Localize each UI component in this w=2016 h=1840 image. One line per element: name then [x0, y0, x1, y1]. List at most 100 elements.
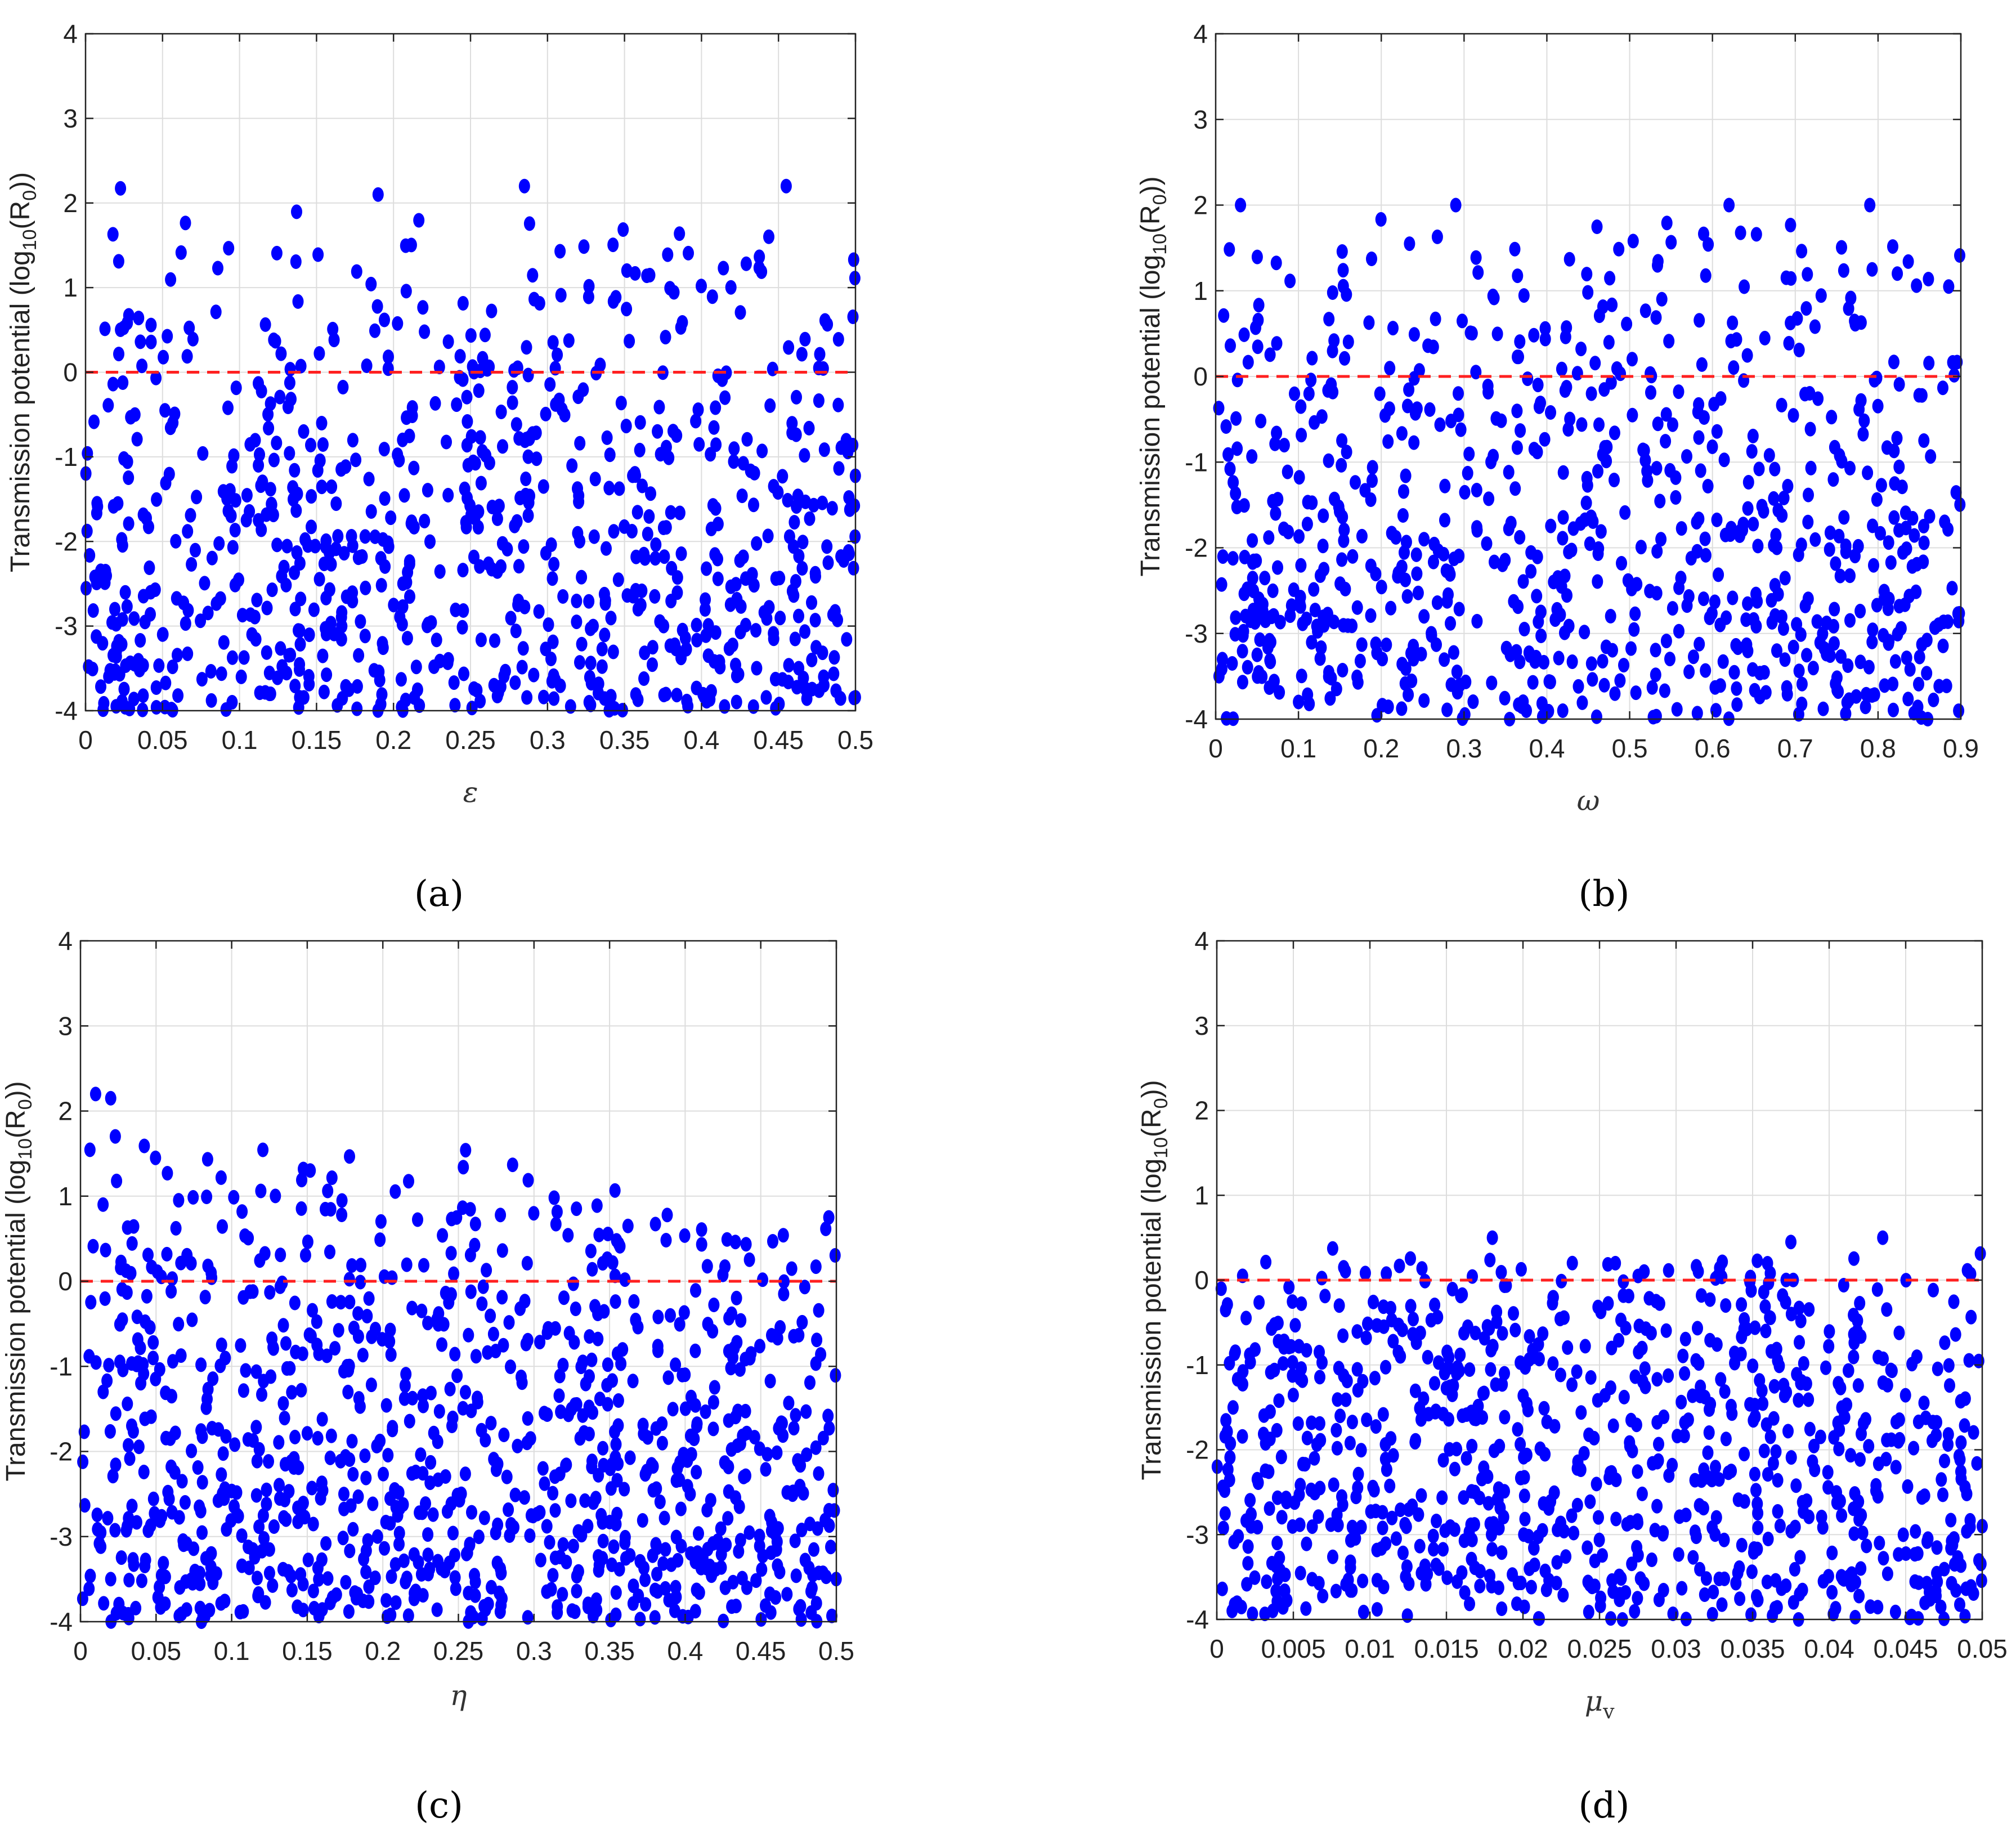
scatter-point — [741, 1425, 752, 1440]
scatter-point — [1828, 636, 1840, 651]
x-tick-label: 0.04 — [1804, 1634, 1854, 1663]
scatter-point — [378, 1466, 389, 1482]
scatter-point — [1878, 584, 1890, 599]
scatter-point — [1857, 1525, 1869, 1541]
scatter-point — [1514, 334, 1526, 349]
scatter-point — [805, 1605, 817, 1620]
scatter-point — [595, 1507, 607, 1523]
scatter-point — [1525, 1579, 1537, 1595]
scatter-point — [1689, 1473, 1701, 1488]
scatter-point — [1675, 571, 1687, 586]
scatter-point — [604, 447, 616, 463]
scatter-point — [316, 1552, 328, 1567]
scatter-point — [1758, 665, 1770, 680]
scatter-point — [186, 1312, 198, 1327]
scatter-point — [726, 1599, 738, 1614]
scatter-point — [413, 213, 425, 228]
scatter-point — [217, 1219, 228, 1234]
scatter-point — [1334, 1408, 1346, 1424]
scatter-point — [329, 1341, 341, 1356]
scatter-point — [1515, 1355, 1526, 1370]
scatter-point — [173, 1317, 185, 1332]
scatter-point — [285, 1456, 296, 1471]
scatter-point — [132, 1355, 144, 1370]
scatter-point — [607, 644, 619, 659]
scatter-point — [800, 1404, 812, 1419]
scatter-point — [241, 488, 253, 503]
scatter-point — [1724, 527, 1736, 542]
scatter-point — [733, 1544, 745, 1559]
scatter-point — [1352, 1466, 1364, 1482]
scatter-point — [1337, 663, 1349, 677]
scatter-point — [1306, 351, 1318, 366]
scatter-point — [472, 520, 484, 535]
scatter-point — [1948, 1294, 1960, 1309]
scatter-point — [1909, 1574, 1921, 1589]
scatter-point — [1366, 252, 1377, 266]
scatter-point — [1695, 463, 1706, 478]
scatter-point — [740, 256, 752, 271]
scatter-point — [343, 1604, 355, 1619]
scatter-point — [1249, 1342, 1261, 1357]
scatter-point — [741, 432, 753, 447]
scatter-point — [1742, 596, 1754, 611]
scatter-point — [1495, 1265, 1507, 1280]
scatter-point — [1854, 604, 1866, 618]
scatter-point — [1598, 677, 1610, 693]
scatter-point — [1458, 1490, 1470, 1505]
x-tick-label: 0.015 — [1414, 1634, 1479, 1663]
scatter-point — [1651, 1498, 1663, 1514]
scatter-point — [1239, 550, 1251, 564]
scatter-point — [1302, 495, 1314, 510]
scatter-point — [286, 1582, 298, 1597]
scatter-point — [1287, 1368, 1298, 1383]
scatter-point — [1883, 636, 1894, 651]
scatter-point — [1357, 1374, 1369, 1389]
scatter-point — [585, 656, 597, 671]
scatter-point — [162, 329, 173, 344]
scatter-point — [1271, 425, 1283, 441]
scatter-point — [1524, 1561, 1535, 1576]
scatter-point — [1554, 1312, 1566, 1327]
scatter-point — [1833, 1376, 1844, 1391]
scatter-point — [1288, 582, 1300, 597]
scatter-point — [1294, 1565, 1306, 1581]
scatter-point — [480, 1433, 491, 1448]
scatter-point — [522, 367, 534, 383]
scatter-point — [608, 524, 620, 539]
scatter-point — [1760, 1323, 1772, 1339]
scatter-point — [227, 540, 239, 555]
scatter-point — [1663, 1263, 1674, 1278]
scatter-point — [522, 1411, 534, 1426]
scatter-point — [468, 549, 480, 564]
scatter-point — [234, 1605, 246, 1619]
scatter-point — [1593, 1510, 1604, 1525]
scatter-point — [1858, 413, 1870, 428]
scatter-point — [1306, 1415, 1318, 1430]
scatter-point — [1795, 1313, 1807, 1329]
scatter-point — [1918, 519, 1929, 533]
scatter-point — [835, 549, 847, 564]
scatter-point — [634, 442, 646, 457]
scatter-point — [1272, 560, 1283, 575]
scatter-point — [608, 1539, 620, 1554]
scatter-point — [820, 1221, 832, 1236]
scatter-point — [1485, 1343, 1497, 1358]
scatter-points — [77, 1087, 842, 1629]
scatter-point — [280, 577, 292, 593]
scatter-point — [1340, 1392, 1352, 1407]
scatter-point — [1472, 265, 1484, 280]
scatter-point — [552, 347, 563, 362]
scatter-point — [771, 1534, 783, 1549]
scatter-point — [219, 1481, 231, 1496]
scatter-point — [278, 1510, 290, 1525]
scatter-point — [1355, 1519, 1367, 1534]
scatter-point — [640, 1597, 652, 1612]
scatter-point — [727, 638, 738, 653]
scatter-point — [1314, 568, 1326, 583]
scatter-point — [410, 1583, 422, 1599]
scatter-point — [1702, 1470, 1714, 1485]
scatter-point — [1697, 1501, 1709, 1516]
scatter-point — [701, 561, 713, 576]
scatter-point — [638, 671, 650, 686]
